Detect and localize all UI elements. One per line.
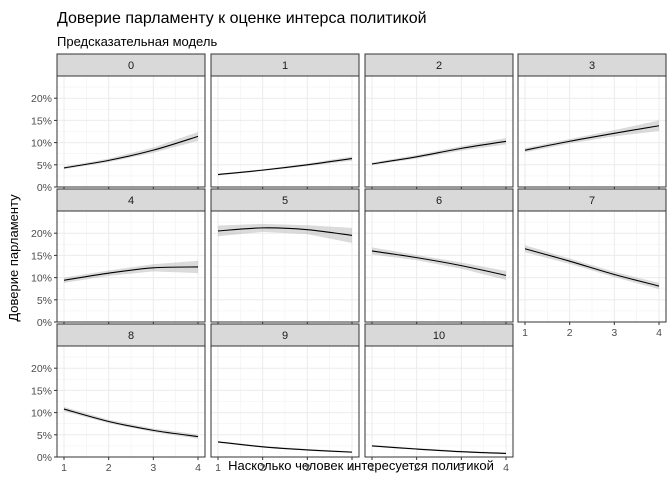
y-tick-label: 10% [31, 273, 52, 285]
panel-border [517, 210, 667, 323]
panel-border [364, 75, 514, 188]
x-tick-label: 4 [195, 462, 201, 474]
y-axis-title: Доверие парламенту [6, 194, 21, 322]
x-tick-label: 3 [304, 462, 310, 474]
x-tick-label: 4 [503, 462, 509, 474]
prediction-line [217, 441, 353, 453]
facet-panel-2: 21234 [364, 53, 514, 204]
x-tick-label: 1 [369, 462, 375, 474]
y-tick-label: 20% [31, 363, 52, 375]
facet-label: 5 [282, 195, 288, 207]
facet-panel-7: 7 1 2 3 4 [517, 188, 667, 339]
panel-border [364, 210, 514, 323]
prediction-line [217, 227, 353, 236]
x-tick-label: 2 [567, 327, 573, 339]
y-tick-label: 0% [37, 452, 52, 464]
x-tick-label: 4 [656, 327, 662, 339]
y-tick-label: 5% [37, 430, 52, 442]
x-tick-label: 1 [215, 462, 221, 474]
facet-label: 2 [436, 60, 442, 72]
facet-label: 9 [282, 330, 288, 342]
prediction-line [63, 408, 199, 438]
panel-border [56, 75, 206, 188]
x-tick-label: 2 [414, 462, 420, 474]
facet-label: 7 [589, 195, 595, 207]
y-tick-label: 0% [37, 182, 52, 194]
x-axis-title: Насколько человек интересуется политикой [228, 458, 494, 473]
x-tick-label: 3 [458, 462, 464, 474]
x-tick-label: 1 [61, 462, 67, 474]
y-tick-label: 10% [31, 408, 52, 420]
panel-border [210, 345, 360, 458]
panel-border [210, 210, 360, 323]
chart-subtitle: Предсказательная модель [57, 34, 217, 49]
facet-panel-3: 31234 [517, 53, 667, 204]
x-tick-label: 4 [349, 462, 355, 474]
confidence-band [525, 245, 659, 290]
panel-border [56, 345, 206, 458]
facet-panel-8: 8 1 2 3 4 0% 5% 10% 15% 20% [31, 323, 206, 474]
facet-label: 8 [128, 330, 134, 342]
prediction-line [371, 250, 507, 276]
prediction-line [371, 445, 507, 454]
y-tick-label: 20% [31, 228, 52, 240]
y-tick-label: 10% [31, 138, 52, 150]
facet-panel-10: 10 1 2 3 4 [364, 323, 514, 474]
facet-panel-1: 11234 [210, 53, 360, 204]
facet-label: 3 [589, 60, 595, 72]
facet-label: 10 [433, 330, 445, 342]
panel-border [364, 345, 514, 458]
prediction-line [371, 140, 507, 165]
prediction-line [524, 125, 660, 151]
facet-label: 0 [128, 60, 134, 72]
confidence-band [218, 156, 352, 176]
y-tick-label: 5% [37, 160, 52, 172]
facet-panel-4: 412340%5%10%15%20% [31, 188, 206, 339]
panel-border [210, 75, 360, 188]
x-tick-label: 3 [150, 462, 156, 474]
x-tick-label: 1 [522, 327, 528, 339]
prediction-line [524, 248, 660, 287]
x-tick-label: 2 [260, 462, 266, 474]
facet-panel-6: 61234 [364, 188, 514, 339]
confidence-band [525, 120, 659, 153]
facet-panel-5: 51234 [210, 188, 360, 339]
panel-border [517, 75, 667, 188]
y-tick-label: 5% [37, 295, 52, 307]
panel-border [56, 210, 206, 323]
facet-label: 6 [436, 195, 442, 207]
x-tick-label: 2 [106, 462, 112, 474]
y-tick-label: 15% [31, 385, 52, 397]
prediction-line [63, 266, 199, 281]
confidence-band [64, 406, 198, 439]
confidence-band [64, 260, 198, 283]
y-tick-label: 15% [31, 250, 52, 262]
y-tick-label: 0% [37, 317, 52, 329]
facet-panel-9: 9 1 2 3 4 [210, 323, 360, 474]
chart-title: Доверие парламенту к оценке интерса поли… [57, 10, 427, 27]
facet-panels: 012340%5%10%15%20%112342123431234412340%… [31, 53, 667, 474]
y-tick-label: 15% [31, 115, 52, 127]
y-tick-label: 20% [31, 93, 52, 105]
facet-label: 4 [128, 195, 134, 207]
x-tick-label: 3 [611, 327, 617, 339]
facet-label: 1 [282, 60, 288, 72]
prediction-line [63, 135, 199, 169]
prediction-line [217, 158, 353, 176]
facet-panel-0: 012340%5%10%15%20% [31, 53, 206, 204]
